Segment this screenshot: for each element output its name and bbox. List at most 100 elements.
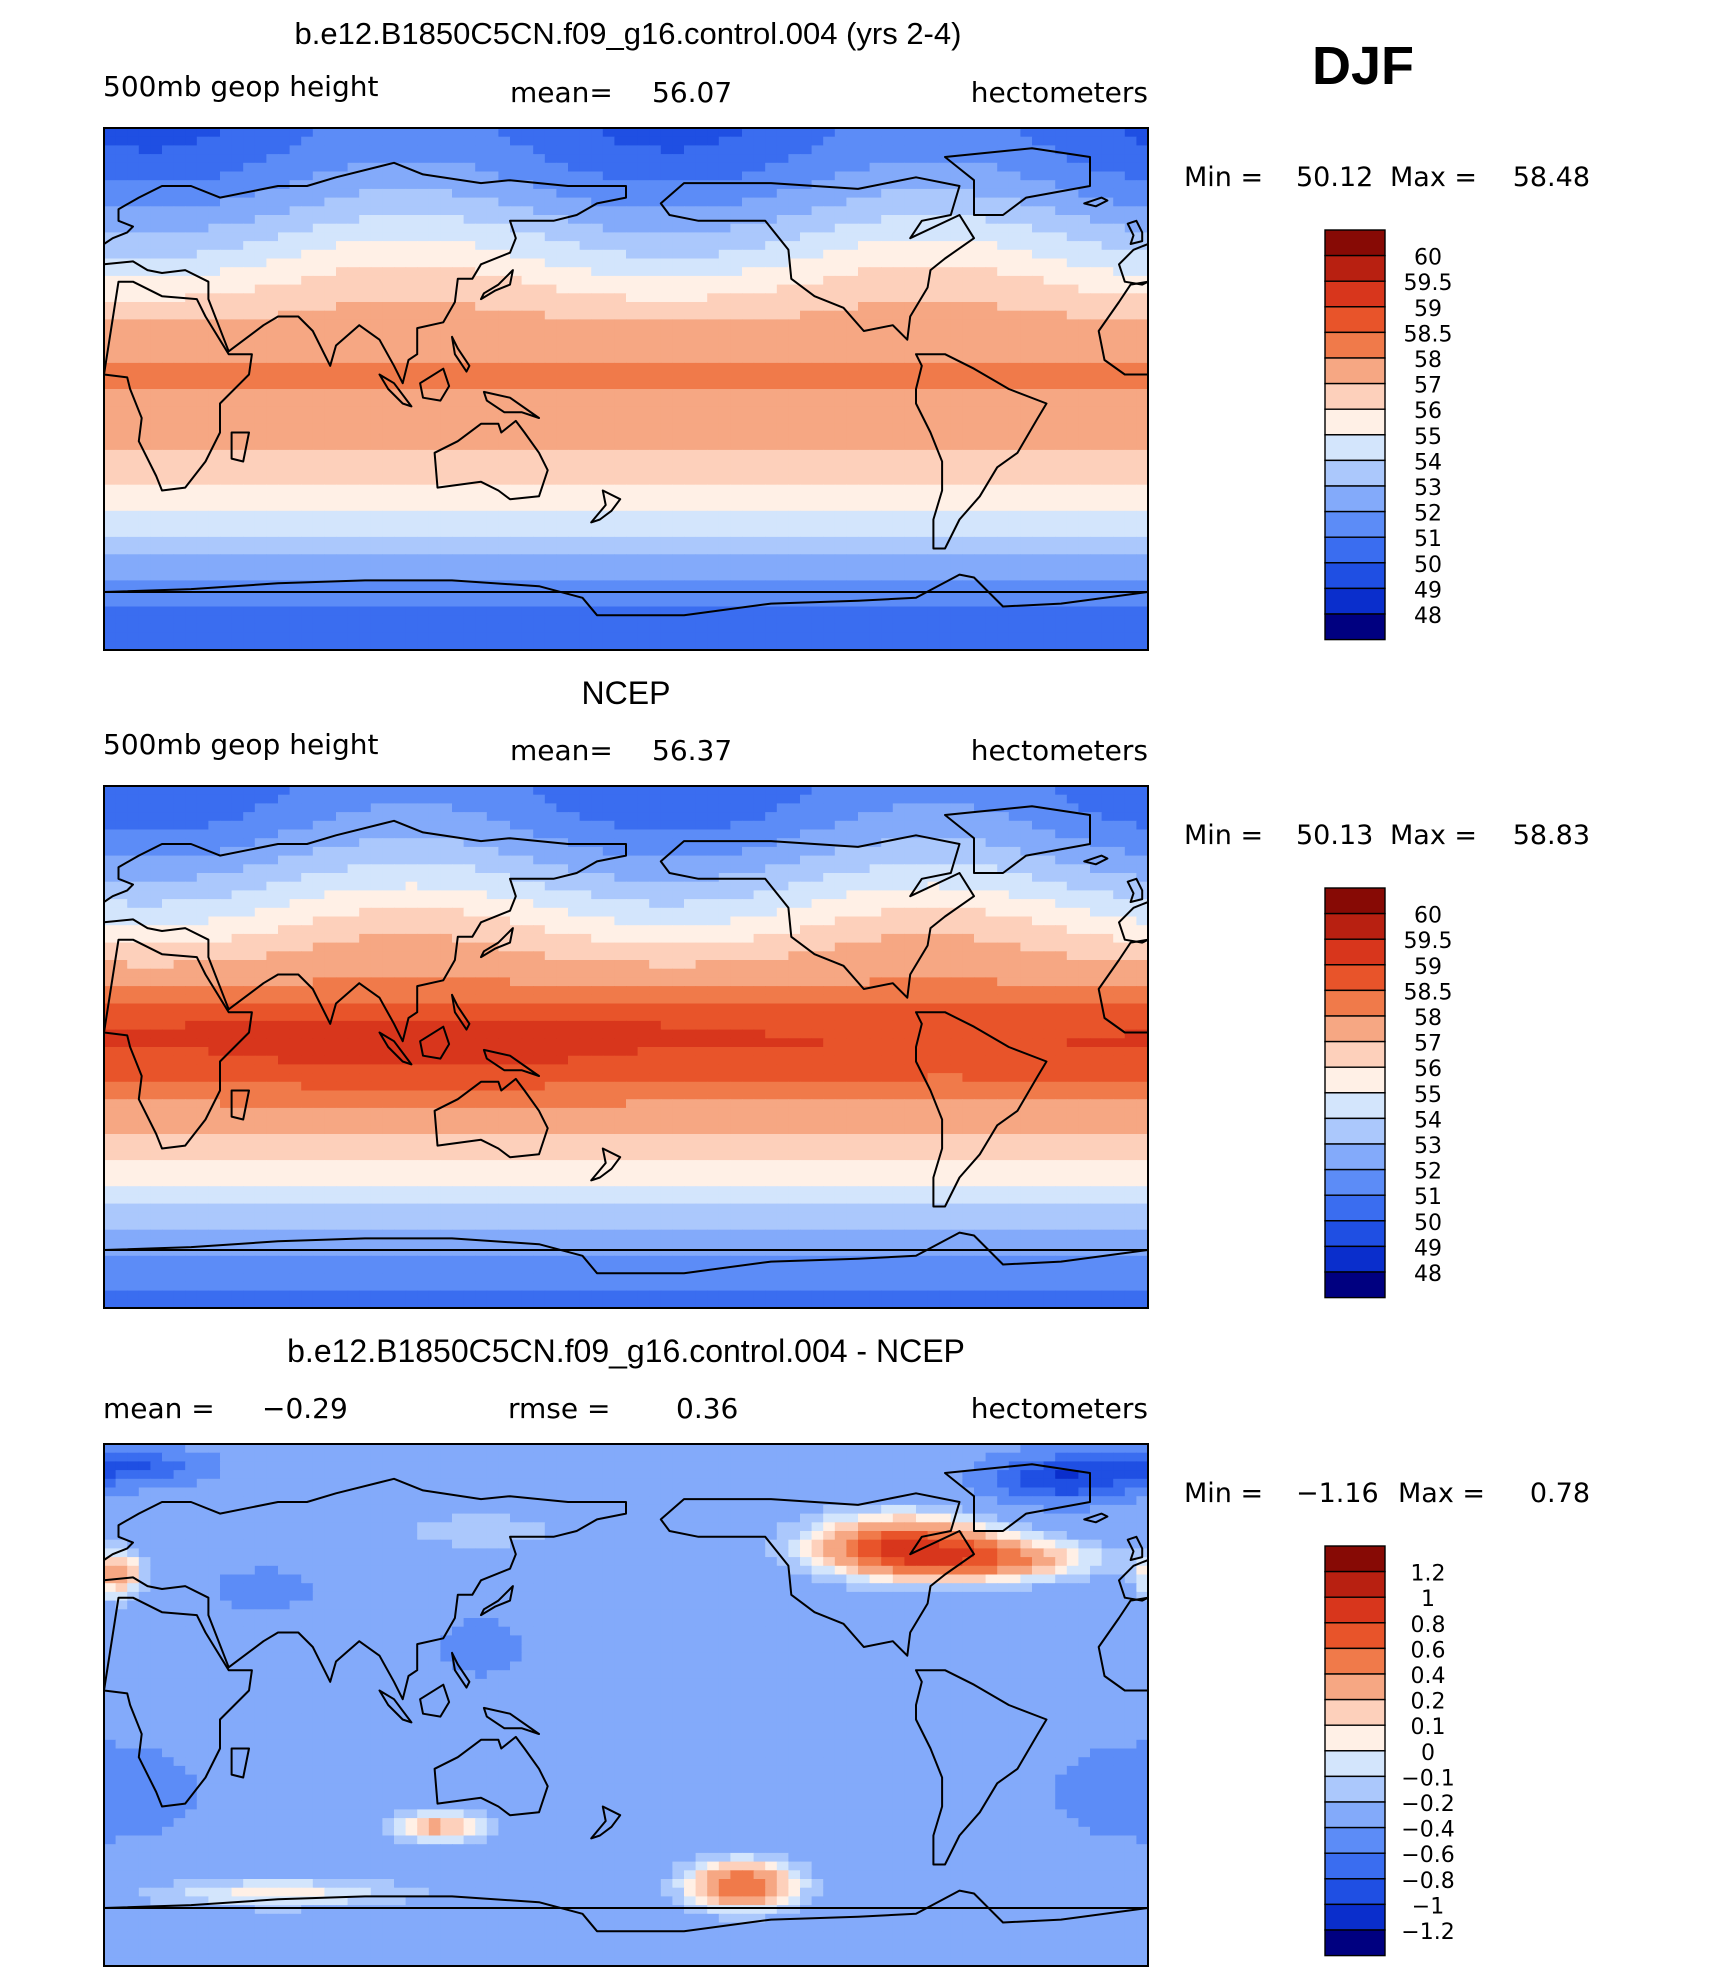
field-cell (730, 241, 743, 251)
field-cell (568, 519, 581, 529)
field-cell (730, 502, 743, 512)
field-cell (370, 589, 383, 599)
field-cell (440, 389, 453, 399)
field-cell (463, 206, 476, 216)
field-cell (556, 545, 569, 555)
field-cell (1008, 423, 1021, 434)
field-cell (196, 554, 209, 564)
field-cell (707, 293, 720, 303)
field-cell (997, 162, 1010, 173)
field-cell (266, 336, 279, 347)
field-cell (881, 319, 894, 329)
field-cell (579, 536, 592, 547)
field-cell (1101, 380, 1114, 390)
field-cell (127, 249, 140, 260)
field-cell (602, 484, 615, 494)
field-cell (521, 162, 534, 173)
field-cell (974, 432, 987, 442)
field-cell (950, 206, 963, 216)
field-cell (347, 415, 360, 425)
field-cell (892, 197, 905, 207)
field-cell (834, 128, 847, 138)
field-cell (626, 519, 639, 529)
field-cell (788, 232, 801, 242)
field-cell (1008, 154, 1021, 164)
field-cell (753, 154, 766, 164)
field-cell (231, 223, 244, 233)
field-cell (254, 380, 267, 390)
field-cell (649, 528, 662, 538)
field-cell (521, 354, 534, 364)
field-cell (927, 380, 940, 390)
field-cell (1101, 362, 1114, 373)
field-cell (626, 223, 639, 233)
field-cell (858, 215, 871, 225)
field-cell (1020, 180, 1033, 190)
field-cell (800, 493, 813, 503)
field-cell (220, 493, 233, 503)
field-cell (1078, 536, 1091, 547)
field-cell (1066, 206, 1079, 216)
field-cell (974, 380, 987, 390)
field-cell (1066, 336, 1079, 347)
field-cell (1032, 162, 1045, 173)
field-cell (1055, 580, 1068, 590)
field-cell (1090, 328, 1103, 338)
field-cell (985, 432, 998, 442)
field-cell (788, 171, 801, 181)
field-cell (220, 415, 233, 425)
field-cell (220, 476, 233, 486)
field-cell (127, 449, 140, 460)
field-cell (1020, 206, 1033, 216)
field-cell (382, 423, 395, 434)
field-cell (405, 580, 418, 590)
field-cell (730, 136, 743, 146)
field-cell (765, 241, 778, 251)
field-cell (858, 171, 871, 181)
field-cell (1043, 432, 1056, 442)
field-cell (985, 441, 998, 451)
field-cell (382, 215, 395, 225)
field-cell (405, 145, 418, 155)
field-cell (869, 380, 882, 390)
field-cell (127, 580, 140, 590)
field-cell (138, 171, 151, 181)
field-cell (1066, 145, 1079, 155)
field-cell (869, 397, 882, 407)
field-cell (707, 484, 720, 494)
field-cell (150, 188, 163, 199)
field-cell (475, 493, 488, 503)
field-cell (950, 310, 963, 320)
field-cell (1090, 171, 1103, 181)
field-cell (1066, 476, 1079, 486)
field-cell (1090, 206, 1103, 216)
field-cell (266, 232, 279, 242)
field-cell (858, 206, 871, 216)
field-cell (660, 449, 673, 460)
field-cell (278, 319, 291, 329)
field-cell (1043, 397, 1056, 407)
field-cell (672, 536, 685, 547)
field-cell (1101, 302, 1114, 312)
field-cell (336, 145, 349, 155)
field-cell (904, 397, 917, 407)
field-cell (811, 136, 824, 146)
field-cell (614, 223, 627, 233)
field-cell (695, 362, 708, 373)
field-cell (254, 249, 267, 260)
field-cell (788, 423, 801, 434)
field-cell (846, 249, 859, 260)
field-cell (486, 449, 499, 460)
field-cell (324, 223, 337, 233)
field-cell (196, 476, 209, 486)
field-cell (568, 528, 581, 538)
field-cell (811, 528, 824, 538)
field-cell (1136, 389, 1148, 399)
field-cell (463, 380, 476, 390)
field-cell (974, 328, 987, 338)
field-cell (626, 528, 639, 538)
field-cell (521, 362, 534, 373)
field-cell (939, 284, 952, 294)
field-cell (347, 171, 360, 181)
field-cell (1090, 128, 1103, 138)
